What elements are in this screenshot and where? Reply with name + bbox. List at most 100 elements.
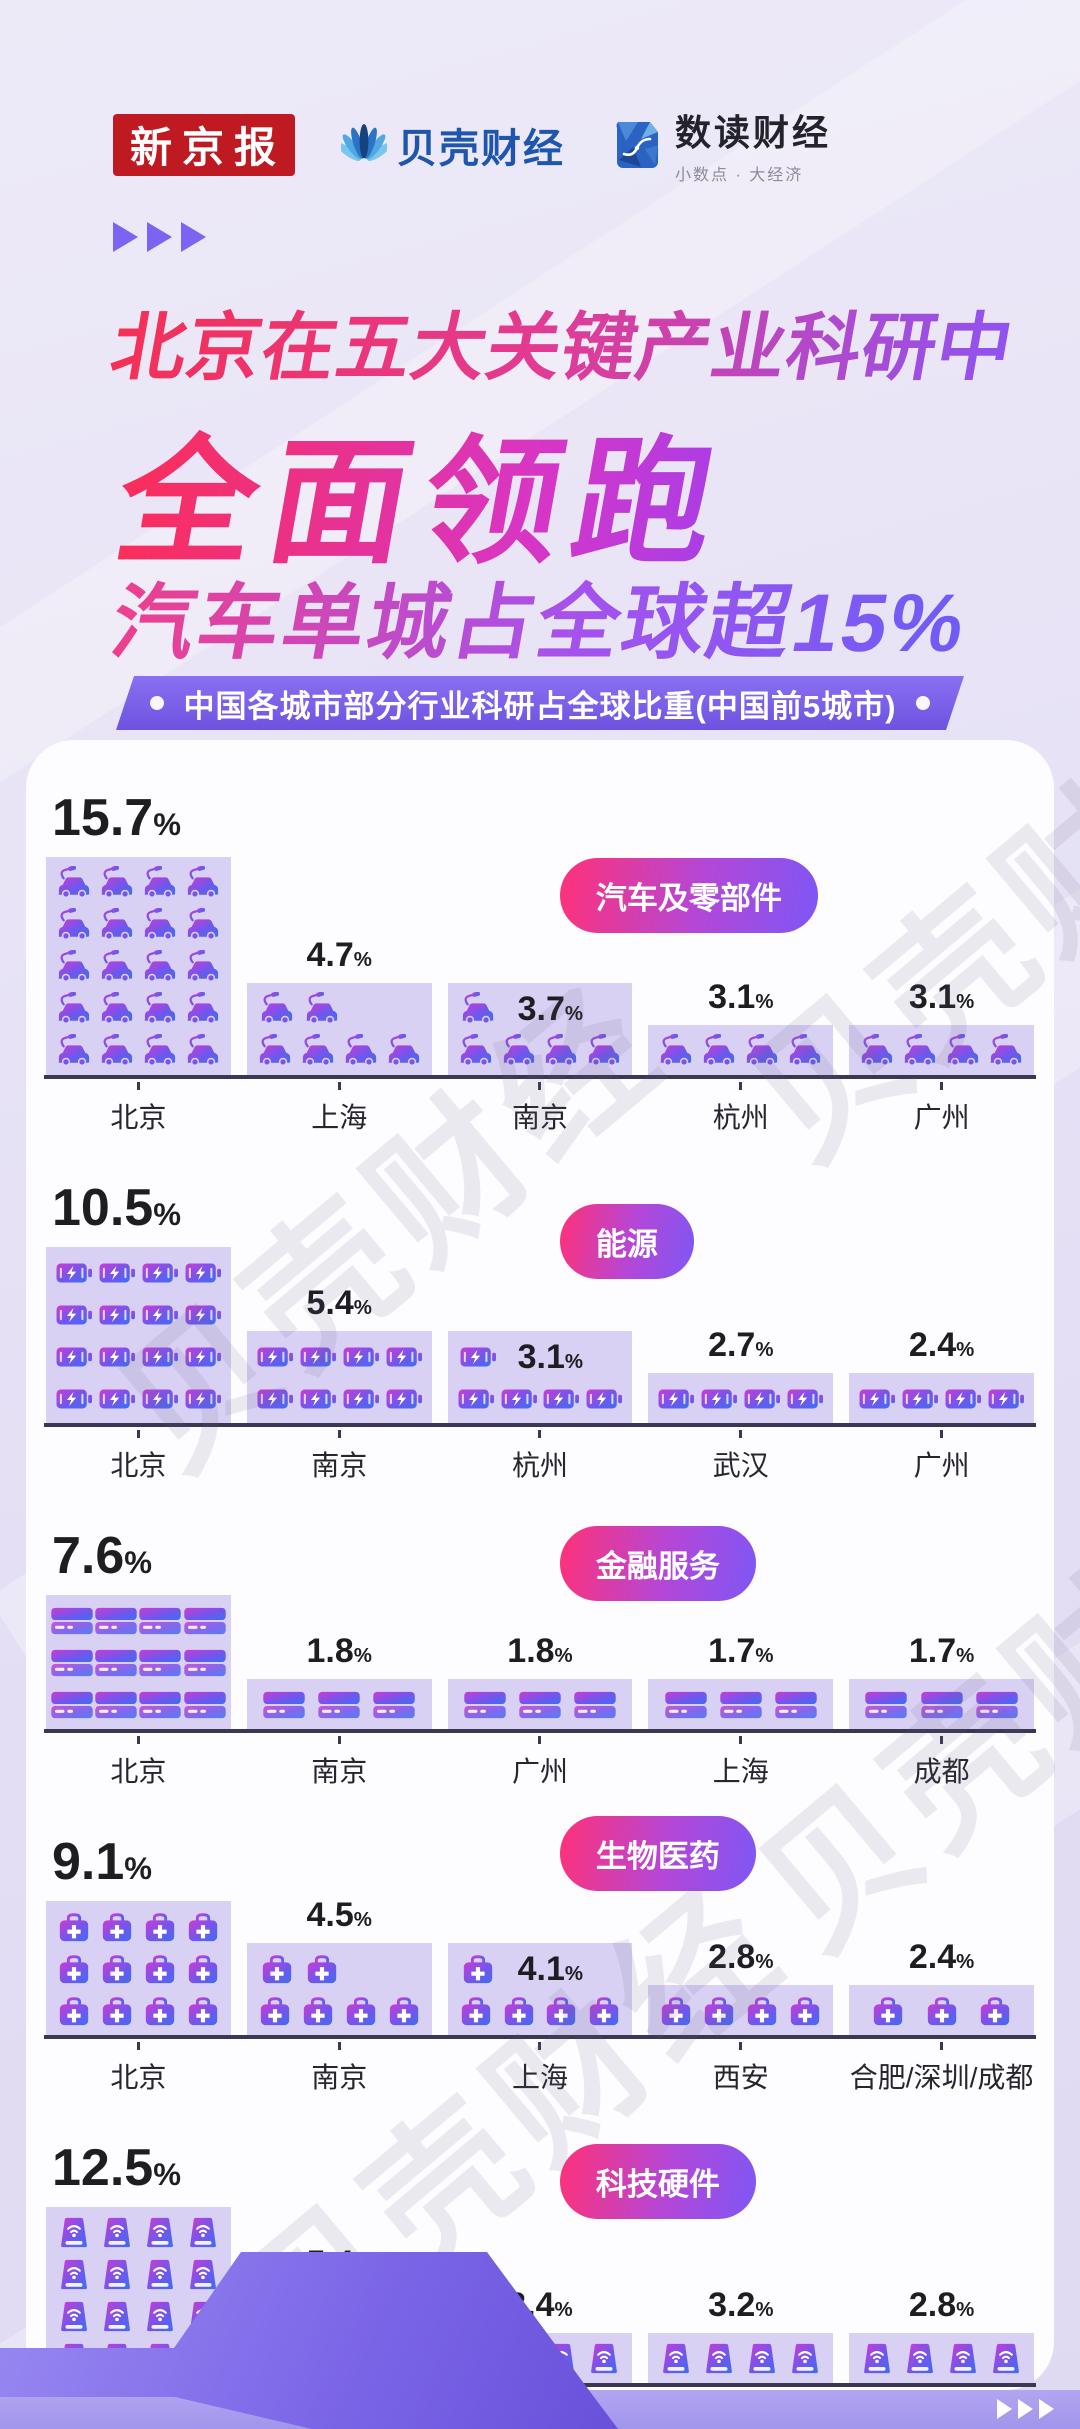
city-label: 杭州 bbox=[648, 1079, 833, 1136]
bar-column: 1.8% bbox=[447, 1632, 633, 1729]
car-icon bbox=[144, 1034, 175, 1067]
percent-sign: % bbox=[755, 1645, 774, 1667]
value-label: 5.4% bbox=[306, 1284, 372, 1322]
bars: 10.5% 5.4% 3.1% 2.7% 2.4% bbox=[44, 1178, 1036, 1427]
icon-row bbox=[50, 1909, 227, 1945]
xinjingbao-logo: 新京报 bbox=[113, 113, 295, 176]
car-icon bbox=[58, 908, 90, 941]
credit-card-icon bbox=[464, 1691, 506, 1719]
percent-sign: % bbox=[353, 1297, 372, 1319]
battery-icon bbox=[185, 1389, 221, 1409]
city-label: 武汉 bbox=[648, 1427, 833, 1484]
icon-row bbox=[50, 1255, 227, 1291]
icon-row bbox=[50, 991, 227, 1027]
credit-card-icon bbox=[51, 1691, 93, 1719]
wifi-device-icon bbox=[907, 2343, 933, 2374]
battery-icon bbox=[460, 1347, 496, 1367]
wifi-device-icon bbox=[189, 2217, 216, 2248]
bar-column: 3.1% bbox=[849, 978, 1034, 1075]
bar-column: 15.7% bbox=[46, 788, 231, 1075]
credit-card-icon bbox=[920, 1691, 963, 1719]
shell-icon bbox=[341, 123, 387, 161]
battery-icon bbox=[458, 1389, 494, 1409]
value-label: 9.1% bbox=[52, 1833, 153, 1891]
credit-card-icon bbox=[373, 1691, 416, 1719]
city-label: 南京 bbox=[247, 2039, 432, 2096]
battery-icon bbox=[988, 1389, 1024, 1409]
icon-row bbox=[50, 1645, 227, 1681]
percent-sign: % bbox=[755, 1951, 774, 1973]
battery-icon bbox=[343, 1347, 379, 1367]
car-icon bbox=[144, 908, 175, 941]
medical-kit-icon bbox=[981, 1997, 1010, 2026]
battery-icon bbox=[386, 1389, 422, 1409]
icon-row bbox=[452, 1381, 629, 1417]
medical-kit-icon bbox=[927, 1997, 956, 2026]
car-icon bbox=[101, 950, 133, 983]
beike-logo-text: 贝壳财经 bbox=[397, 126, 565, 171]
credit-card-icon bbox=[183, 1691, 226, 1719]
car-icon bbox=[101, 992, 133, 1025]
car-icon bbox=[187, 950, 218, 983]
bars: 7.6% 1.8% 1.8% 1.7% 1.7% bbox=[44, 1526, 1036, 1733]
credit-card-icon bbox=[95, 1649, 138, 1677]
category-pill-label: 汽车及零部件 bbox=[595, 881, 782, 916]
wifi-device-icon bbox=[950, 2343, 976, 2374]
category-pill: 生物医药 bbox=[559, 1816, 756, 1891]
icon-row bbox=[50, 1687, 227, 1723]
value-label: 12.5% bbox=[52, 2139, 181, 2197]
icon-row bbox=[251, 1951, 428, 1987]
car-icon bbox=[660, 1034, 692, 1067]
pictogram-bar bbox=[648, 1679, 834, 1729]
medical-kit-icon bbox=[188, 1955, 217, 1984]
medical-kit-icon bbox=[59, 1997, 89, 2026]
pictogram-bar bbox=[46, 1595, 231, 1729]
pictogram-bar: 3.7% bbox=[447, 983, 633, 1075]
percent-sign: % bbox=[755, 991, 774, 1013]
bar-column: 3.1% bbox=[648, 978, 834, 1075]
credit-card-icon bbox=[318, 1691, 360, 1719]
icon-row bbox=[853, 1687, 1030, 1723]
pictogram-bar bbox=[246, 983, 432, 1075]
battery-icon bbox=[185, 1347, 221, 1367]
percent-sign: % bbox=[124, 1851, 153, 1886]
wifi-device-icon bbox=[146, 2217, 173, 2248]
bar-column: 4.7% bbox=[246, 936, 432, 1075]
value-label: 3.2% bbox=[708, 2286, 774, 2324]
credit-card-icon bbox=[183, 1649, 226, 1677]
value-label: 10.5% bbox=[52, 1179, 181, 1237]
wifi-device-icon bbox=[864, 2343, 891, 2374]
medical-kit-icon bbox=[547, 1997, 576, 2026]
car-icon bbox=[459, 1034, 491, 1067]
battery-icon bbox=[142, 1389, 178, 1409]
value-label: 1.7% bbox=[908, 1632, 975, 1670]
car-icon bbox=[545, 1034, 577, 1067]
bar-column: 3.7% bbox=[447, 983, 633, 1075]
wifi-device-icon bbox=[61, 2259, 87, 2290]
battery-icon bbox=[99, 1305, 135, 1325]
value-label: 15.7% bbox=[52, 789, 181, 847]
battery-icon bbox=[56, 1347, 92, 1367]
medical-kit-icon bbox=[389, 1997, 418, 2026]
icon-row bbox=[251, 1687, 428, 1723]
percent-sign: % bbox=[956, 1645, 975, 1667]
shudu-logo-name: 数读财经 bbox=[675, 112, 832, 153]
forward-arrows-icon bbox=[113, 222, 206, 252]
bar-column: 2.4% bbox=[849, 1938, 1034, 2035]
icon-row bbox=[652, 1381, 829, 1417]
medical-kit-icon bbox=[260, 1997, 289, 2026]
chart-section-energy: 能源 10.5% 5.4% 3.1% 2.7% 2.4% 北京 南京 杭州 武汉 广州 bbox=[44, 1156, 1036, 1484]
category-pill: 能源 bbox=[559, 1204, 694, 1279]
car-icon bbox=[306, 992, 337, 1025]
medical-kit-icon bbox=[662, 1997, 691, 2026]
battery-icon bbox=[787, 1389, 824, 1409]
icon-row bbox=[452, 1993, 629, 2029]
wifi-device-icon bbox=[792, 2343, 819, 2374]
medical-kit-icon bbox=[59, 1955, 89, 1984]
medical-kit-icon bbox=[303, 1997, 332, 2026]
shudu-logo-tagline: 小数点 · 大经济 bbox=[675, 167, 804, 184]
value-label: 3.7% bbox=[517, 989, 583, 1028]
battery-icon bbox=[744, 1389, 781, 1409]
car-icon bbox=[703, 1034, 735, 1067]
percent-sign: % bbox=[956, 991, 975, 1013]
